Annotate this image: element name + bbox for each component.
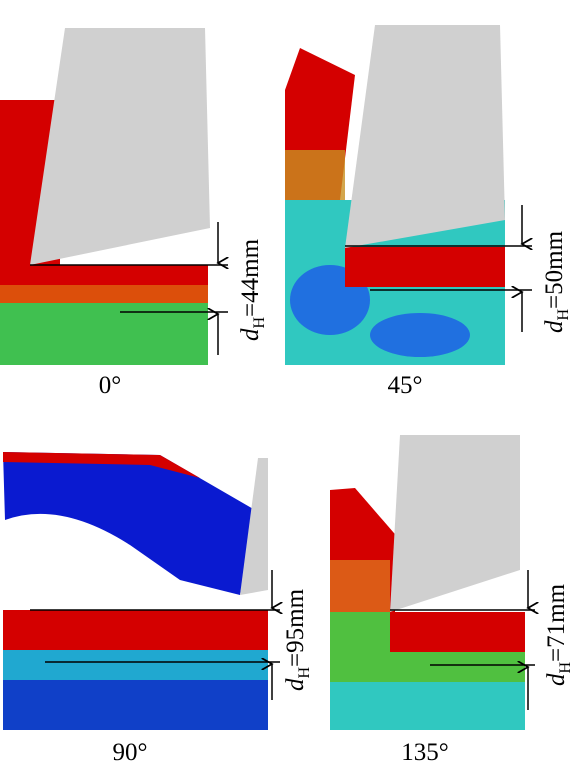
tool xyxy=(345,25,505,248)
angle-label: 45° xyxy=(388,372,423,399)
angle-label: 0° xyxy=(99,372,122,399)
panel-0: dH=44mm 0° xyxy=(0,28,268,399)
field xyxy=(3,610,268,650)
chip-edge xyxy=(3,452,200,478)
chip xyxy=(3,452,255,595)
panel-135: dH=71mm 135° xyxy=(330,435,574,766)
depth-label: dH=95mm xyxy=(282,588,313,691)
field xyxy=(0,303,208,365)
panel-90: dH=95mm 90° xyxy=(3,452,313,766)
field xyxy=(390,612,525,652)
tool xyxy=(30,28,210,265)
field xyxy=(370,313,470,357)
depth-label: dH=50mm xyxy=(541,230,572,333)
panel-45: dH=50mm 45° xyxy=(285,25,572,399)
tool xyxy=(390,435,520,612)
field xyxy=(345,247,505,287)
field xyxy=(0,285,208,303)
angle-label: 135° xyxy=(401,739,449,766)
tool xyxy=(240,458,268,595)
depth-label: dH=71mm xyxy=(543,583,574,686)
depth-label: dH=44mm xyxy=(237,238,268,341)
field xyxy=(330,560,390,620)
angle-label: 90° xyxy=(113,739,148,766)
